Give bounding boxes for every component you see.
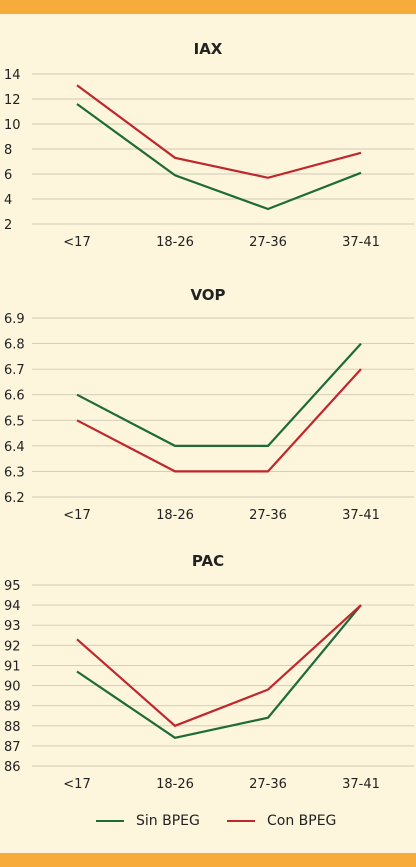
y-tick-pac-0: 86 — [4, 760, 21, 775]
legend-label-sin-bpeg: Sin BPEG — [136, 813, 200, 829]
series-line-iax-con-bpeg — [76, 84, 362, 179]
x-tick-iax-0: <17 — [63, 235, 90, 250]
x-tick-iax-3: 37-41 — [342, 235, 380, 250]
legend-swatch-con-bpeg — [227, 820, 255, 822]
x-tick-pac-3: 37-41 — [342, 777, 380, 792]
y-tick-vop-1: 6.3 — [4, 465, 25, 480]
x-tick-pac-1: 18-26 — [156, 777, 194, 792]
legend-label-con-bpeg: Con BPEG — [267, 813, 337, 829]
series-line-vop-sin-bpeg — [76, 342, 362, 447]
legend: Sin BPEG Con BPEG — [0, 810, 416, 832]
x-tick-pac-2: 27-36 — [249, 777, 287, 792]
y-tick-iax-6: 14 — [4, 68, 21, 83]
y-tick-pac-4: 90 — [4, 680, 21, 695]
x-tick-vop-1: 18-26 — [156, 508, 194, 523]
series-line-pac-sin-bpeg — [76, 604, 362, 739]
y-tick-pac-1: 87 — [4, 740, 21, 755]
y-tick-vop-3: 6.5 — [4, 414, 25, 429]
x-tick-iax-1: 18-26 — [156, 235, 194, 250]
y-tick-pac-5: 91 — [4, 659, 21, 674]
series-line-vop-con-bpeg — [76, 368, 362, 473]
legend-item-con-bpeg: Con BPEG — [227, 810, 336, 832]
series-line-iax-sin-bpeg — [76, 103, 362, 211]
y-tick-iax-0: 2 — [4, 218, 12, 233]
y-tick-pac-9: 95 — [4, 579, 21, 594]
y-tick-pac-3: 89 — [4, 700, 21, 715]
y-tick-vop-4: 6.6 — [4, 389, 25, 404]
x-tick-vop-2: 27-36 — [249, 508, 287, 523]
y-tick-iax-1: 4 — [4, 193, 12, 208]
y-tick-pac-2: 88 — [4, 720, 21, 735]
x-tick-pac-0: <17 — [63, 777, 90, 792]
series-line-pac-con-bpeg — [76, 604, 362, 728]
y-tick-pac-8: 94 — [4, 599, 21, 614]
y-tick-iax-3: 8 — [4, 143, 12, 158]
x-tick-iax-2: 27-36 — [249, 235, 287, 250]
y-tick-vop-2: 6.4 — [4, 440, 25, 455]
bottom-band — [0, 853, 416, 867]
y-tick-pac-7: 93 — [4, 619, 21, 634]
legend-swatch-sin-bpeg — [96, 820, 124, 822]
y-tick-vop-6: 6.8 — [4, 338, 25, 353]
chart-title-pac: PAC — [192, 552, 224, 570]
y-tick-vop-7: 6.9 — [4, 312, 25, 327]
y-tick-iax-4: 10 — [4, 118, 21, 133]
x-tick-vop-0: <17 — [63, 508, 90, 523]
legend-item-sin-bpeg: Sin BPEG — [96, 810, 200, 832]
y-tick-iax-5: 12 — [4, 93, 21, 108]
chart-title-vop: VOP — [190, 286, 225, 304]
y-tick-vop-5: 6.7 — [4, 363, 25, 378]
x-tick-vop-3: 37-41 — [342, 508, 380, 523]
chart-title-iax: IAX — [194, 40, 223, 58]
y-tick-pac-6: 92 — [4, 639, 21, 654]
y-tick-vop-0: 6.2 — [4, 491, 25, 506]
y-tick-iax-2: 6 — [4, 168, 12, 183]
top-band — [0, 0, 416, 14]
